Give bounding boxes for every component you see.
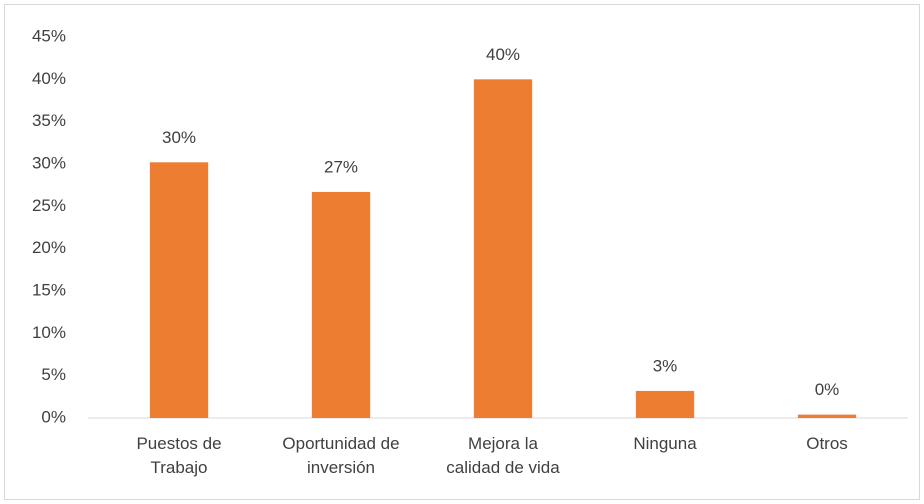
bar (473, 79, 533, 418)
bar (149, 162, 209, 418)
y-tick-label: 45% (32, 26, 66, 45)
data-label: 0% (815, 380, 840, 399)
x-tick-label: Ninguna (633, 434, 697, 453)
bar (797, 414, 857, 418)
y-tick-label: 30% (32, 153, 66, 172)
y-tick-label: 20% (32, 238, 66, 257)
x-tick-label: Otros (806, 434, 848, 453)
data-label: 40% (486, 45, 520, 64)
x-tick-label: Oportunidad de inversión (282, 434, 400, 477)
y-tick-label: 35% (32, 111, 66, 130)
y-tick-label: 25% (32, 196, 66, 215)
y-tick-label: 40% (32, 69, 66, 88)
chart-border (4, 4, 920, 500)
bar (311, 191, 371, 418)
y-tick-label: 10% (32, 323, 66, 342)
data-label: 30% (162, 128, 196, 147)
bar (635, 390, 695, 418)
data-label: 3% (653, 356, 678, 375)
data-label: 27% (324, 157, 358, 176)
x-tick-label: Mejora la calidad de vida (446, 434, 560, 477)
y-tick-label: 15% (32, 280, 66, 299)
y-tick-label: 5% (41, 365, 66, 384)
y-tick-label: 0% (41, 407, 66, 426)
x-tick-label: Puestos de Trabajo (136, 434, 222, 477)
